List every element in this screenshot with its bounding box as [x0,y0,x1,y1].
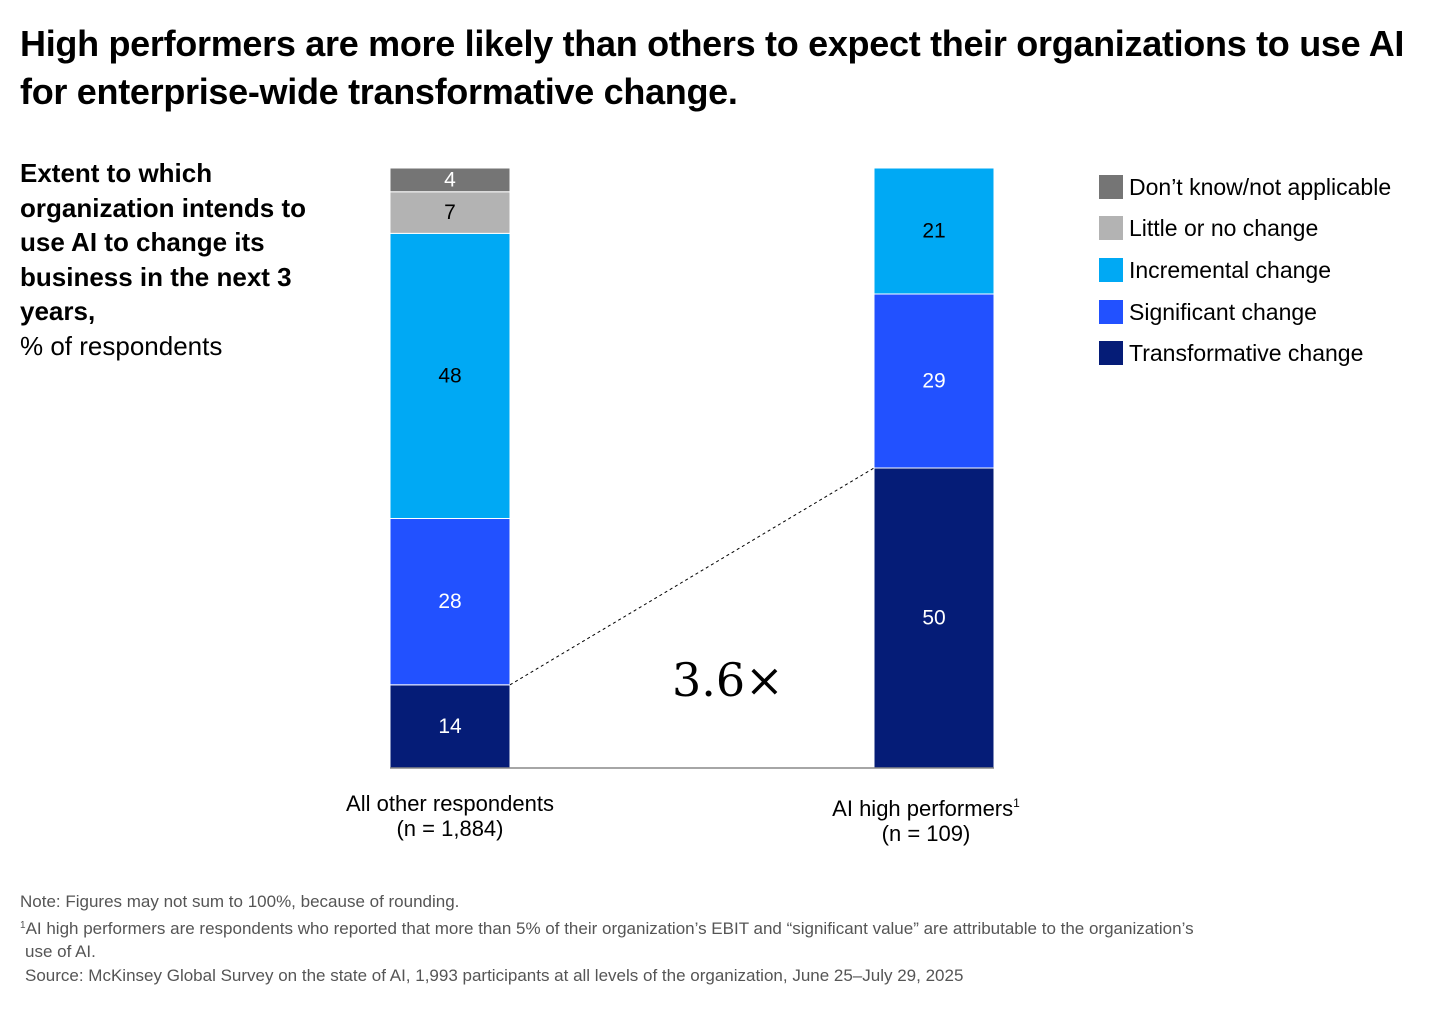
bar-segment-incremental-change [389,232,511,519]
legend-label: Transformative change [1129,340,1364,367]
category-sample-size: (n = 1,884) [396,816,504,841]
data-label: 50 [922,607,945,630]
legend-label: Incremental change [1129,256,1332,283]
bars-group: 14 28 48 7 4 50 29 21 [389,167,995,769]
bar-segment-significant-change [389,517,511,686]
chart-title: High performers are more likely than oth… [20,23,1405,112]
category-label-high-performers: AI high performers1 (n = 109) [776,791,1076,846]
data-label: 28 [438,590,461,613]
data-label: 29 [922,370,945,393]
legend-item: Don’t know/not applicable [1099,166,1391,208]
legend: Don’t know/not applicable Little or no c… [1099,166,1391,374]
category-label-all-other: All other respondents (n = 1,884) [300,791,600,841]
legend-item: Transformative change [1099,332,1391,374]
chart-subtitle: Extent to which organization intends to … [20,156,320,363]
bar-segment-don-t-know-not-applicable [389,167,511,193]
data-label: 14 [438,715,462,738]
footnotes: Note: Figures may not sum to 100%, becau… [20,890,1194,987]
category-name: AI high performers [832,796,1014,821]
legend-item: Significant change [1099,291,1391,333]
legend-swatch-dont-know [1099,174,1123,199]
category-name: All other respondents [346,791,554,816]
legend-item: Incremental change [1099,249,1391,291]
legend-swatch-transformative [1099,341,1123,366]
legend-label: Little or no change [1129,215,1319,242]
connector-line [509,467,875,686]
legend-swatch-significant [1099,299,1123,324]
bar-segment-significant-change [873,293,995,469]
legend-item: Little or no change [1099,208,1391,250]
bar-segment-transformative-change [389,684,511,769]
legend-swatch-little-change [1099,216,1123,241]
category-sample-size: (n = 109) [881,821,971,846]
subtitle-unit: % of respondents [20,330,223,361]
legend-label: Significant change [1129,298,1317,325]
data-label: 48 [438,364,461,387]
footnote-marker: 1 [1013,796,1020,810]
data-label: 4 [444,168,456,191]
legend-swatch-incremental [1099,257,1123,282]
footnote-text-continued: use of AI. [25,942,96,961]
source-text: Source: McKinsey Global Survey on the st… [25,965,964,985]
bar-segment-incremental-change [873,167,995,295]
footnote-marker: 1 [20,919,26,931]
note-text: Note: Figures may not sum to 100%, becau… [20,892,460,911]
data-label: 21 [922,220,945,243]
footnote-text: AI high performers are respondents who r… [25,918,1194,938]
legend-label: Don’t know/not applicable [1129,173,1392,200]
data-label: 7 [444,201,456,224]
bar-segment-transformative-change [873,467,995,769]
subtitle-description: Extent to which organization intends to … [20,158,306,326]
multiplier-annotation: 3.6× [672,653,784,707]
